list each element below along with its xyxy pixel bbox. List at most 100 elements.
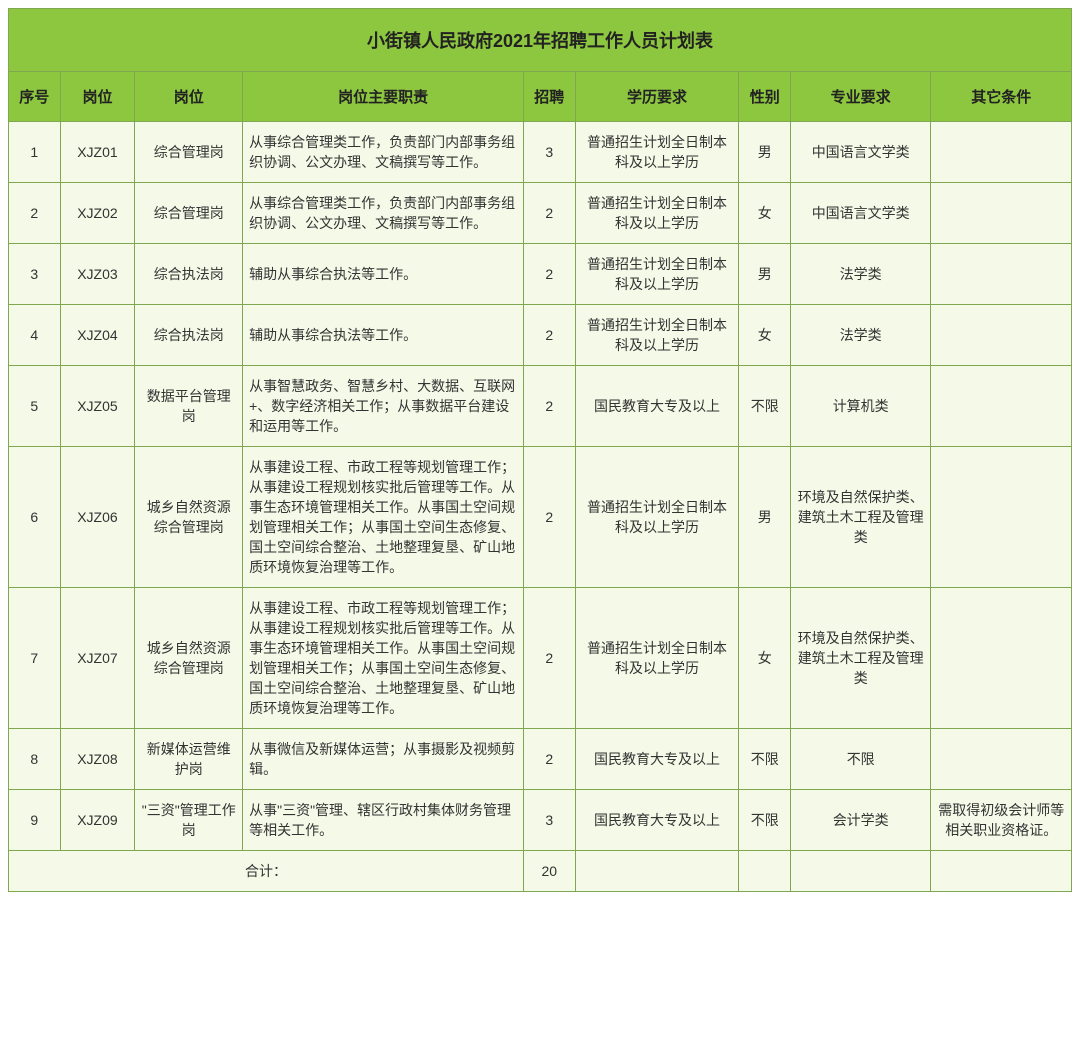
cell-post: "三资"管理工作岗 [135, 790, 243, 851]
table-row: 7XJZ07城乡自然资源综合管理岗从事建设工程、市政工程等规划管理工作；从事建设… [9, 588, 1072, 729]
cell-sex: 男 [739, 244, 791, 305]
col-header-duty: 岗位主要职责 [243, 72, 524, 122]
cell-duty: 从事建设工程、市政工程等规划管理工作；从事建设工程规划核实批后管理等工作。从事生… [243, 447, 524, 588]
footer-empty [790, 851, 930, 892]
cell-major: 中国语言文学类 [790, 122, 930, 183]
cell-code: XJZ04 [60, 305, 135, 366]
table-row: 1XJZ01综合管理岗从事综合管理类工作，负责部门内部事务组织协调、公文办理、文… [9, 122, 1072, 183]
cell-duty: 从事微信及新媒体运营；从事摄影及视频剪辑。 [243, 729, 524, 790]
table-title: 小街镇人民政府2021年招聘工作人员计划表 [9, 9, 1072, 72]
cell-num: 3 [524, 122, 576, 183]
col-header-other: 其它条件 [931, 72, 1072, 122]
footer-row: 合计： 20 [9, 851, 1072, 892]
cell-major: 法学类 [790, 305, 930, 366]
cell-other: 需取得初级会计师等相关职业资格证。 [931, 790, 1072, 851]
cell-post: 城乡自然资源综合管理岗 [135, 588, 243, 729]
footer-empty [931, 851, 1072, 892]
col-header-major: 专业要求 [790, 72, 930, 122]
footer-total: 20 [524, 851, 576, 892]
cell-duty: 从事综合管理类工作，负责部门内部事务组织协调、公文办理、文稿撰写等工作。 [243, 122, 524, 183]
cell-duty: 从事智慧政务、智慧乡村、大数据、互联网+、数字经济相关工作；从事数据平台建设和运… [243, 366, 524, 447]
cell-sex: 不限 [739, 729, 791, 790]
table-row: 6XJZ06城乡自然资源综合管理岗从事建设工程、市政工程等规划管理工作；从事建设… [9, 447, 1072, 588]
cell-seq: 7 [9, 588, 61, 729]
cell-edu: 普通招生计划全日制本科及以上学历 [575, 447, 739, 588]
cell-num: 2 [524, 588, 576, 729]
cell-other [931, 588, 1072, 729]
cell-edu: 普通招生计划全日制本科及以上学历 [575, 183, 739, 244]
cell-sex: 男 [739, 447, 791, 588]
cell-other [931, 305, 1072, 366]
cell-other [931, 447, 1072, 588]
cell-post: 综合管理岗 [135, 122, 243, 183]
col-header-code: 岗位 [60, 72, 135, 122]
cell-duty: 从事"三资"管理、辖区行政村集体财务管理等相关工作。 [243, 790, 524, 851]
table-row: 5XJZ05数据平台管理岗从事智慧政务、智慧乡村、大数据、互联网+、数字经济相关… [9, 366, 1072, 447]
cell-num: 2 [524, 183, 576, 244]
cell-duty: 辅助从事综合执法等工作。 [243, 305, 524, 366]
cell-seq: 5 [9, 366, 61, 447]
table: 小街镇人民政府2021年招聘工作人员计划表 序号 岗位 岗位 岗位主要职责 招聘… [8, 8, 1072, 892]
cell-seq: 2 [9, 183, 61, 244]
table-row: 8XJZ08新媒体运营维护岗从事微信及新媒体运营；从事摄影及视频剪辑。2国民教育… [9, 729, 1072, 790]
cell-code: XJZ03 [60, 244, 135, 305]
cell-edu: 国民教育大专及以上 [575, 729, 739, 790]
cell-other [931, 366, 1072, 447]
title-row: 小街镇人民政府2021年招聘工作人员计划表 [9, 9, 1072, 72]
cell-code: XJZ07 [60, 588, 135, 729]
cell-duty: 从事建设工程、市政工程等规划管理工作；从事建设工程规划核实批后管理等工作。从事生… [243, 588, 524, 729]
footer-label: 合计： [9, 851, 524, 892]
cell-seq: 3 [9, 244, 61, 305]
cell-seq: 9 [9, 790, 61, 851]
cell-other [931, 122, 1072, 183]
col-header-seq: 序号 [9, 72, 61, 122]
table-row: 2XJZ02综合管理岗从事综合管理类工作，负责部门内部事务组织协调、公文办理、文… [9, 183, 1072, 244]
cell-major: 法学类 [790, 244, 930, 305]
cell-major: 会计学类 [790, 790, 930, 851]
cell-major: 不限 [790, 729, 930, 790]
cell-code: XJZ01 [60, 122, 135, 183]
cell-major: 环境及自然保护类、建筑土木工程及管理类 [790, 588, 930, 729]
cell-post: 数据平台管理岗 [135, 366, 243, 447]
cell-seq: 4 [9, 305, 61, 366]
cell-sex: 女 [739, 305, 791, 366]
table-row: 3XJZ03综合执法岗辅助从事综合执法等工作。2普通招生计划全日制本科及以上学历… [9, 244, 1072, 305]
cell-seq: 6 [9, 447, 61, 588]
cell-edu: 普通招生计划全日制本科及以上学历 [575, 122, 739, 183]
cell-edu: 普通招生计划全日制本科及以上学历 [575, 305, 739, 366]
recruitment-plan-table: 小街镇人民政府2021年招聘工作人员计划表 序号 岗位 岗位 岗位主要职责 招聘… [8, 8, 1072, 892]
col-header-edu: 学历要求 [575, 72, 739, 122]
cell-duty: 从事综合管理类工作，负责部门内部事务组织协调、公文办理、文稿撰写等工作。 [243, 183, 524, 244]
cell-num: 2 [524, 729, 576, 790]
cell-other [931, 729, 1072, 790]
col-header-num: 招聘 [524, 72, 576, 122]
col-header-sex: 性别 [739, 72, 791, 122]
cell-major: 计算机类 [790, 366, 930, 447]
cell-sex: 男 [739, 122, 791, 183]
table-row: 4XJZ04综合执法岗辅助从事综合执法等工作。2普通招生计划全日制本科及以上学历… [9, 305, 1072, 366]
cell-other [931, 183, 1072, 244]
cell-num: 2 [524, 447, 576, 588]
cell-post: 综合执法岗 [135, 244, 243, 305]
cell-code: XJZ08 [60, 729, 135, 790]
cell-seq: 1 [9, 122, 61, 183]
cell-duty: 辅助从事综合执法等工作。 [243, 244, 524, 305]
col-header-post: 岗位 [135, 72, 243, 122]
footer-empty [739, 851, 791, 892]
cell-num: 2 [524, 305, 576, 366]
cell-sex: 不限 [739, 790, 791, 851]
cell-code: XJZ09 [60, 790, 135, 851]
cell-sex: 不限 [739, 366, 791, 447]
cell-num: 2 [524, 244, 576, 305]
cell-edu: 国民教育大专及以上 [575, 366, 739, 447]
cell-seq: 8 [9, 729, 61, 790]
cell-post: 城乡自然资源综合管理岗 [135, 447, 243, 588]
cell-post: 综合管理岗 [135, 183, 243, 244]
cell-code: XJZ02 [60, 183, 135, 244]
cell-num: 3 [524, 790, 576, 851]
table-body: 1XJZ01综合管理岗从事综合管理类工作，负责部门内部事务组织协调、公文办理、文… [9, 122, 1072, 851]
cell-edu: 国民教育大专及以上 [575, 790, 739, 851]
cell-post: 新媒体运营维护岗 [135, 729, 243, 790]
cell-edu: 普通招生计划全日制本科及以上学历 [575, 244, 739, 305]
cell-other [931, 244, 1072, 305]
